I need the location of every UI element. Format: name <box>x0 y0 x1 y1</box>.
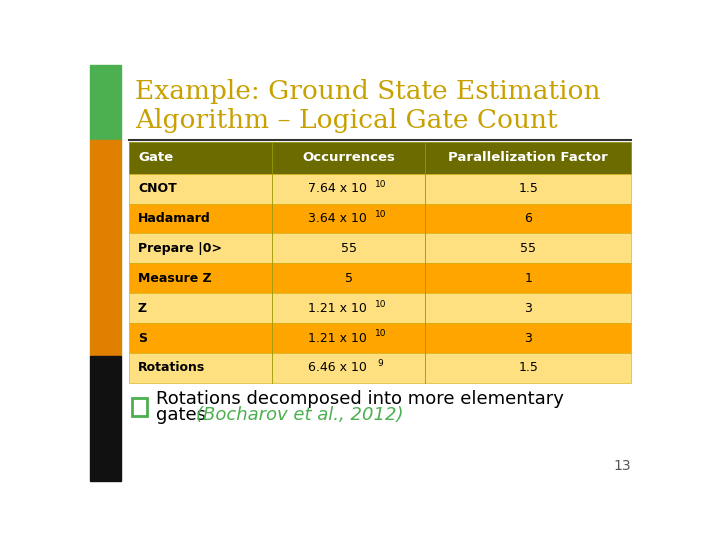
Text: 13: 13 <box>613 459 631 473</box>
Text: 3: 3 <box>524 302 532 315</box>
Text: 55: 55 <box>341 242 357 255</box>
Text: 3.64 x 10: 3.64 x 10 <box>308 212 367 225</box>
Text: 6.46 x 10: 6.46 x 10 <box>308 361 367 374</box>
Text: 55: 55 <box>521 242 536 255</box>
Text: Prepare |0>: Prepare |0> <box>138 242 222 255</box>
Text: 1.5: 1.5 <box>518 361 539 374</box>
Bar <box>129 353 631 383</box>
Text: 10: 10 <box>375 300 387 308</box>
Bar <box>129 323 631 353</box>
Text: CNOT: CNOT <box>138 182 176 195</box>
Text: Algorithm – Logical Gate Count: Algorithm – Logical Gate Count <box>135 109 557 133</box>
Text: Z: Z <box>138 302 147 315</box>
Bar <box>90 65 121 140</box>
Text: 3: 3 <box>524 332 532 345</box>
Text: 5: 5 <box>345 272 353 285</box>
Text: Hadamard: Hadamard <box>138 212 211 225</box>
Text: 10: 10 <box>375 329 387 339</box>
Text: (Bocharov et al., 2012): (Bocharov et al., 2012) <box>196 406 403 424</box>
Bar <box>129 141 631 174</box>
Text: Measure Z: Measure Z <box>138 272 212 285</box>
Text: Rotations: Rotations <box>138 361 205 374</box>
Text: Occurrences: Occurrences <box>302 151 395 164</box>
Text: gates: gates <box>156 406 212 424</box>
Text: Rotations decomposed into more elementary: Rotations decomposed into more elementar… <box>156 390 564 408</box>
Text: 1.21 x 10: 1.21 x 10 <box>308 332 367 345</box>
Text: 9: 9 <box>378 359 384 368</box>
Bar <box>129 204 631 233</box>
Bar <box>129 264 631 293</box>
Text: 10: 10 <box>375 180 387 189</box>
Bar <box>129 174 631 204</box>
Text: Parallelization Factor: Parallelization Factor <box>449 151 608 164</box>
Text: 1.21 x 10: 1.21 x 10 <box>308 302 367 315</box>
Text: 7.64 x 10: 7.64 x 10 <box>308 182 367 195</box>
Bar <box>129 233 631 264</box>
Bar <box>129 293 631 323</box>
Text: 6: 6 <box>524 212 532 225</box>
Text: Example: Ground State Estimation: Example: Ground State Estimation <box>135 79 600 104</box>
Text: 10: 10 <box>375 210 387 219</box>
Bar <box>132 398 148 416</box>
Text: 1: 1 <box>524 272 532 285</box>
Bar <box>90 356 121 481</box>
Text: S: S <box>138 332 147 345</box>
Text: 1.5: 1.5 <box>518 182 539 195</box>
Text: Gate: Gate <box>138 151 173 164</box>
Bar <box>90 140 121 356</box>
